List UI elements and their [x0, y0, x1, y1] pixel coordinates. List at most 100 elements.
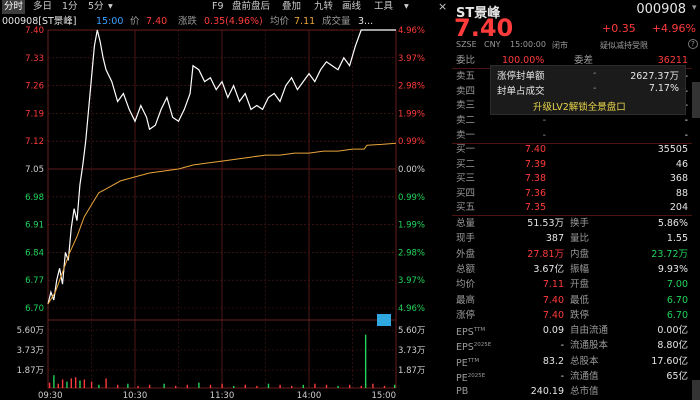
intraday-chart[interactable]: 7.40 4.96% 7.33 3.97% 7.26 2.98% 7.19 1.99% 7.12…	[0, 0, 450, 400]
chevron-down-icon[interactable]: ▾	[404, 1, 409, 12]
bid-volume: 46	[675, 158, 688, 170]
flash-badge-icon[interactable]	[377, 314, 391, 326]
volume-tick-label: 1.87万	[398, 366, 425, 376]
ask-volume: -	[684, 100, 688, 112]
weibi-value: 100.00%	[502, 55, 545, 66]
divider	[452, 215, 692, 216]
stat-value: 1.55	[666, 233, 688, 245]
stat-value: 23.72万	[651, 248, 688, 260]
time-tick-label: 09:30	[38, 391, 63, 400]
toolbar-period-1[interactable]: 多日	[33, 1, 53, 12]
bid-label: 买三	[456, 173, 476, 184]
volume-tick-label: 3.73万	[398, 346, 425, 356]
stat-label: PETTM	[456, 357, 480, 369]
stat-label: 最低	[570, 294, 590, 306]
stat-value: 65亿	[666, 371, 688, 382]
toolbar-period-2[interactable]: 1分	[62, 1, 78, 12]
toolbar-tool-8[interactable]: 画线	[342, 1, 362, 12]
price-label: 价	[130, 16, 140, 27]
bid-row[interactable]: 买五 7.35 204	[452, 200, 692, 215]
bid-volume: 204	[669, 202, 688, 213]
stat-sup: 2025E	[473, 342, 492, 349]
stat-value: 7.00	[666, 279, 688, 291]
stat-value: -	[560, 340, 564, 352]
pct-tick-label: 2.98%	[398, 248, 425, 258]
bid-row[interactable]: 买一 7.40 35505	[452, 142, 692, 157]
volume-bar	[360, 385, 362, 388]
bid-price: 7.36	[524, 187, 546, 199]
quote-panel: ST景峰 000908 ▾ 7.40 +0.35 +4.96% SZSE CNY…	[452, 0, 700, 400]
stat-value: 17.60亿	[651, 355, 688, 367]
chevron-down-icon[interactable]: ▾	[108, 1, 113, 12]
weibi-label: 委比	[456, 55, 476, 66]
time-tick-label: 11:30	[210, 391, 235, 400]
volume-bar	[137, 385, 139, 388]
stat-label: 自由流通	[570, 325, 609, 337]
market-status: 闭市	[552, 41, 568, 50]
info-time: 15:00	[96, 16, 124, 27]
stat-value: 7.40	[542, 309, 564, 321]
bid-price: 7.39	[524, 158, 546, 170]
volume-bar	[302, 384, 304, 388]
toolbar-period-0[interactable]: 分时	[2, 0, 26, 14]
price-change: +0.35	[602, 22, 636, 35]
volume-bar	[279, 384, 281, 388]
stat-label: PE2025E	[456, 373, 486, 385]
volume-bar	[349, 384, 351, 388]
volume-tick-label: 5.60万	[398, 326, 425, 336]
volume-bar	[66, 381, 68, 388]
volume-bar	[48, 382, 51, 388]
avg-price-line	[47, 142, 397, 305]
stat-value: 240.19	[530, 386, 564, 398]
volume-bar	[98, 384, 100, 388]
ask-row[interactable]: 卖二 - -	[452, 113, 692, 128]
stat-label: 总股本	[570, 355, 599, 367]
stat-label: 涨停	[456, 309, 476, 321]
currency-tag: CNY	[484, 40, 501, 49]
volume-bar	[163, 383, 165, 388]
seal-amount: 2627.37万	[630, 71, 679, 82]
toolbar-tool-7[interactable]: 九转	[314, 1, 334, 12]
volume-bar	[175, 385, 177, 388]
bid-price: 7.40	[524, 144, 546, 155]
volume-bar	[57, 383, 59, 388]
pct-tick-label: 0.99%	[398, 193, 425, 203]
info-avg: 7.11	[294, 16, 316, 27]
collapse-tab[interactable]	[692, 82, 700, 118]
stat-value: 387	[545, 233, 564, 245]
bid-row[interactable]: 买二 7.39 46	[452, 157, 692, 172]
stat-sup: TTM	[467, 357, 480, 364]
info-change: 0.35(4.96%)	[204, 16, 263, 27]
collapse-tab[interactable]	[692, 380, 700, 400]
stat-label: EPSTTM	[456, 327, 486, 339]
ask-label: 卖一	[456, 129, 476, 141]
toolbar-tool-4[interactable]: F9	[212, 1, 224, 12]
stat-label: EPS2025E	[456, 342, 492, 354]
ask-row[interactable]: 卖一 - -	[452, 128, 692, 143]
pct-tick-label: 4.96%	[398, 26, 425, 36]
volume-bar	[256, 385, 258, 388]
volume-tick-label: 5.60万	[17, 326, 44, 336]
toolbar-tool-9[interactable]: 工具	[374, 1, 394, 12]
toolbar-tool-6[interactable]: 叠加	[282, 1, 302, 12]
help-icon[interactable]: ?	[688, 39, 698, 49]
stat-row: 涨停 7.40 跌停 6.70	[452, 308, 692, 323]
close-icon[interactable]: ×	[438, 0, 448, 13]
bid-row[interactable]: 买三 7.38 368	[452, 171, 692, 186]
stock-code: 000908	[636, 2, 686, 17]
volume-bar	[291, 385, 293, 388]
volume-bar	[372, 383, 374, 388]
stat-value: 0.09	[542, 325, 564, 337]
bid-label: 买二	[456, 158, 476, 170]
bid-row[interactable]: 买四 7.36 88	[452, 186, 692, 201]
risk-tag[interactable]: 疑似减持受限	[600, 41, 648, 50]
volume-label: 成交量	[322, 16, 351, 27]
time-tick-label: 10:30	[123, 391, 148, 400]
toolbar-tool-5[interactable]: 盘前盘后	[232, 1, 271, 12]
expand-icon[interactable]: ▾	[692, 3, 697, 13]
stat-label: 内盘	[570, 248, 590, 260]
toolbar-period-3[interactable]: 5分	[88, 1, 104, 12]
upgrade-link[interactable]: 升级LV2解锁全景盘口	[533, 102, 626, 113]
stat-value: 0.00亿	[657, 325, 688, 337]
chart-toolbar: 分时 多日 1分 5分 F9 盘前盘后 叠加 九转 画线 工具 ▾ ▾ ×	[0, 0, 450, 14]
